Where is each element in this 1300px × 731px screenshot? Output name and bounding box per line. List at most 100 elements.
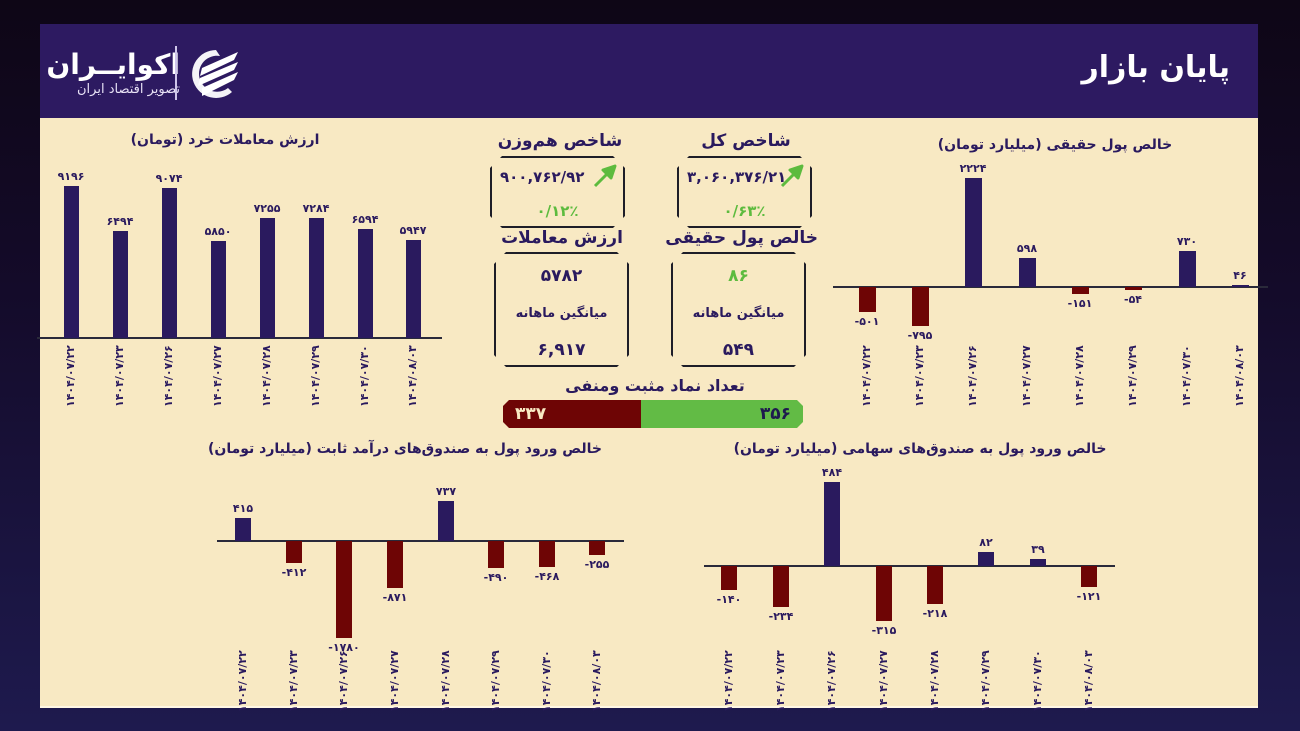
bar <box>259 218 275 338</box>
equal-weight-index-value: ۹۰۰,۷۶۲/۹۲ <box>500 168 585 186</box>
bar-value-label: -۱۵۱ <box>1067 297 1093 311</box>
bar <box>405 239 421 338</box>
logo-tagline: تصویر اقتصاد ایران <box>77 82 180 97</box>
x-tick-label: ۱۴۰۴/۰۸/۰۳ <box>590 650 603 712</box>
bar-value-label: ۷۳۷ <box>435 484 457 498</box>
chart-title: ارزش معاملات خرد (تومان) <box>130 132 320 148</box>
x-tick-label: ۱۴۰۴/۰۸/۰۳ <box>1233 345 1246 407</box>
bar <box>1178 251 1196 287</box>
x-tick-label: ۱۴۰۴/۰۷/۳۰ <box>540 650 553 712</box>
bar <box>488 541 504 568</box>
x-tick-label: ۱۴۰۴/۰۷/۲۹ <box>1126 345 1139 407</box>
x-tick-label: ۱۴۰۴/۰۸/۰۳ <box>406 345 419 407</box>
bar-value-label: -۲۱۸ <box>922 606 948 620</box>
real-money-avg-label: میانگین ماهانه <box>692 306 785 321</box>
x-tick-label: ۱۴۰۴/۰۷/۲۶ <box>825 650 838 712</box>
equal-weight-index-card: ۹۰۰,۷۶۲/۹۲ ۰/۱۲٪ <box>490 156 625 228</box>
bar-value-label: ۷۳۰ <box>1176 235 1198 249</box>
x-tick-label: ۱۴۰۴/۰۷/۲۸ <box>928 650 941 712</box>
x-tick-label: ۱۴۰۴/۰۷/۳۰ <box>1180 345 1193 407</box>
x-tick-label: ۱۴۰۴/۰۷/۲۶ <box>162 345 175 407</box>
bar-value-label: ۵۹۴۷ <box>399 223 427 237</box>
bar-value-label: ۴۸۴ <box>821 466 843 479</box>
bar-value-label: -۵۴ <box>1124 292 1142 306</box>
x-tick-label: ۱۴۰۴/۰۷/۲۲ <box>236 650 249 712</box>
bar-value-label: ۲۲۲۴ <box>959 162 987 175</box>
chart-title: خالص ورود پول به صندوق‌های درآمد ثابت (م… <box>207 441 603 457</box>
bar-value-label: -۴۶۸ <box>534 569 560 583</box>
x-tick-label: ۱۴۰۴/۰۷/۲۳ <box>913 345 926 407</box>
bar-value-label: ۴۶ <box>1233 268 1247 282</box>
symbols-count-bar: ۳۳۷ ۳۵۶ <box>503 400 803 428</box>
bar <box>112 230 128 338</box>
bar <box>721 566 737 591</box>
positive-symbols-count: ۳۵۶ <box>759 404 791 424</box>
trade-value-card: ۵۷۸۲ میانگین ماهانه ۶,۹۱۷ <box>494 252 629 367</box>
real-money-title: خالص پول حقیقی <box>665 228 818 248</box>
bar-value-label: ۴۱۵ <box>232 502 254 516</box>
symbols-count-title: تعداد نماد مثبت ومنفی <box>565 376 745 395</box>
bar-value-label: ۷۲۵۵ <box>253 202 281 216</box>
bar <box>964 178 982 287</box>
bar-value-label: ۹۱۹۶ <box>57 170 85 183</box>
bar <box>1124 287 1142 290</box>
bar <box>336 541 352 638</box>
trade-value-value: ۵۷۸۲ <box>540 266 583 286</box>
total-index-title: شاخص کل <box>701 131 791 151</box>
negative-symbols-count: ۳۳۷ <box>515 404 547 424</box>
bar-value-label: -۸۷۱ <box>382 591 408 605</box>
bar-value-label: ۹۰۷۴ <box>155 172 183 186</box>
bar <box>927 566 943 604</box>
bar-value-label: ۸۲ <box>979 535 993 549</box>
x-tick-label: ۱۴۰۴/۰۷/۳۰ <box>1031 650 1044 712</box>
bar <box>824 482 840 566</box>
bar-value-label: ۳۹ <box>1031 543 1045 557</box>
bar <box>357 229 373 338</box>
bar <box>63 186 79 338</box>
x-tick-label: ۱۴۰۴/۰۷/۲۷ <box>877 650 890 712</box>
bar-value-label: -۲۳۴ <box>768 609 794 623</box>
bar <box>286 541 302 564</box>
chart-title: خالص ورود پول به صندوق‌های سهامی (میلیار… <box>733 441 1107 457</box>
arrow-up-right-icon <box>591 164 617 190</box>
bar-value-label: -۱۲۱ <box>1076 590 1102 603</box>
bar <box>308 217 324 338</box>
bar-value-label: -۷۹۵ <box>907 328 933 342</box>
bar <box>235 518 251 541</box>
real-money-value: ۸۶ <box>728 266 749 286</box>
bar <box>210 241 226 338</box>
ecoiran-logo-icon <box>192 50 238 98</box>
bar-value-label: ۵۸۵۰ <box>204 225 232 239</box>
bar <box>161 188 177 338</box>
header-bar: اکوایــران تصویر اقتصاد ایران پایان بازا… <box>40 24 1258 118</box>
total-index-value: ۳,۰۶۰,۳۷۶/۲۱ <box>687 168 787 186</box>
bar-value-label: -۴۹۰ <box>483 570 509 584</box>
x-tick-label: ۱۴۰۴/۰۷/۲۹ <box>309 345 322 407</box>
bar-value-label: ۶۴۹۴ <box>106 214 134 228</box>
bar <box>1018 257 1036 287</box>
total-index-card: ۳,۰۶۰,۳۷۶/۲۱ ۰/۶۳٪ <box>677 156 812 228</box>
logo-name: اکوایــران <box>46 48 180 81</box>
x-tick-label: ۱۴۰۴/۰۷/۲۸ <box>439 650 452 712</box>
bar-value-label: -۴۱۲ <box>281 566 307 580</box>
x-tick-label: ۱۴۰۴/۰۷/۲۳ <box>287 650 300 712</box>
bar <box>858 287 876 312</box>
logo: اکوایــران تصویر اقتصاد ایران <box>42 42 262 104</box>
chart-title: خالص پول حقیقی (میلیارد تومان) <box>937 137 1173 153</box>
bar <box>876 566 892 621</box>
x-tick-label: ۱۴۰۴/۰۷/۲۷ <box>211 345 224 407</box>
x-axis-line <box>217 540 624 542</box>
equal-weight-index-change: ۰/۱۲٪ <box>536 202 579 220</box>
logo-divider <box>175 46 177 100</box>
total-index-change: ۰/۶۳٪ <box>723 202 766 220</box>
bar-value-label: ۶۵۹۴ <box>351 213 379 226</box>
bar-value-label: -۳۱۵ <box>871 623 897 637</box>
bar-value-label: -۱۴۰ <box>716 593 742 607</box>
equal-weight-index-title: شاخص هم‌وزن <box>497 131 623 151</box>
x-tick-label: ۱۴۰۴/۰۷/۲۶ <box>337 650 350 712</box>
bar <box>1030 559 1046 566</box>
x-tick-label: ۱۴۰۴/۰۷/۲۶ <box>966 345 979 407</box>
real-money-card: ۸۶ میانگین ماهانه ۵۴۹ <box>671 252 806 367</box>
positive-symbols-segment: ۳۵۶ <box>641 400 803 428</box>
x-tick-label: ۱۴۰۴/۰۷/۲۳ <box>774 650 787 712</box>
